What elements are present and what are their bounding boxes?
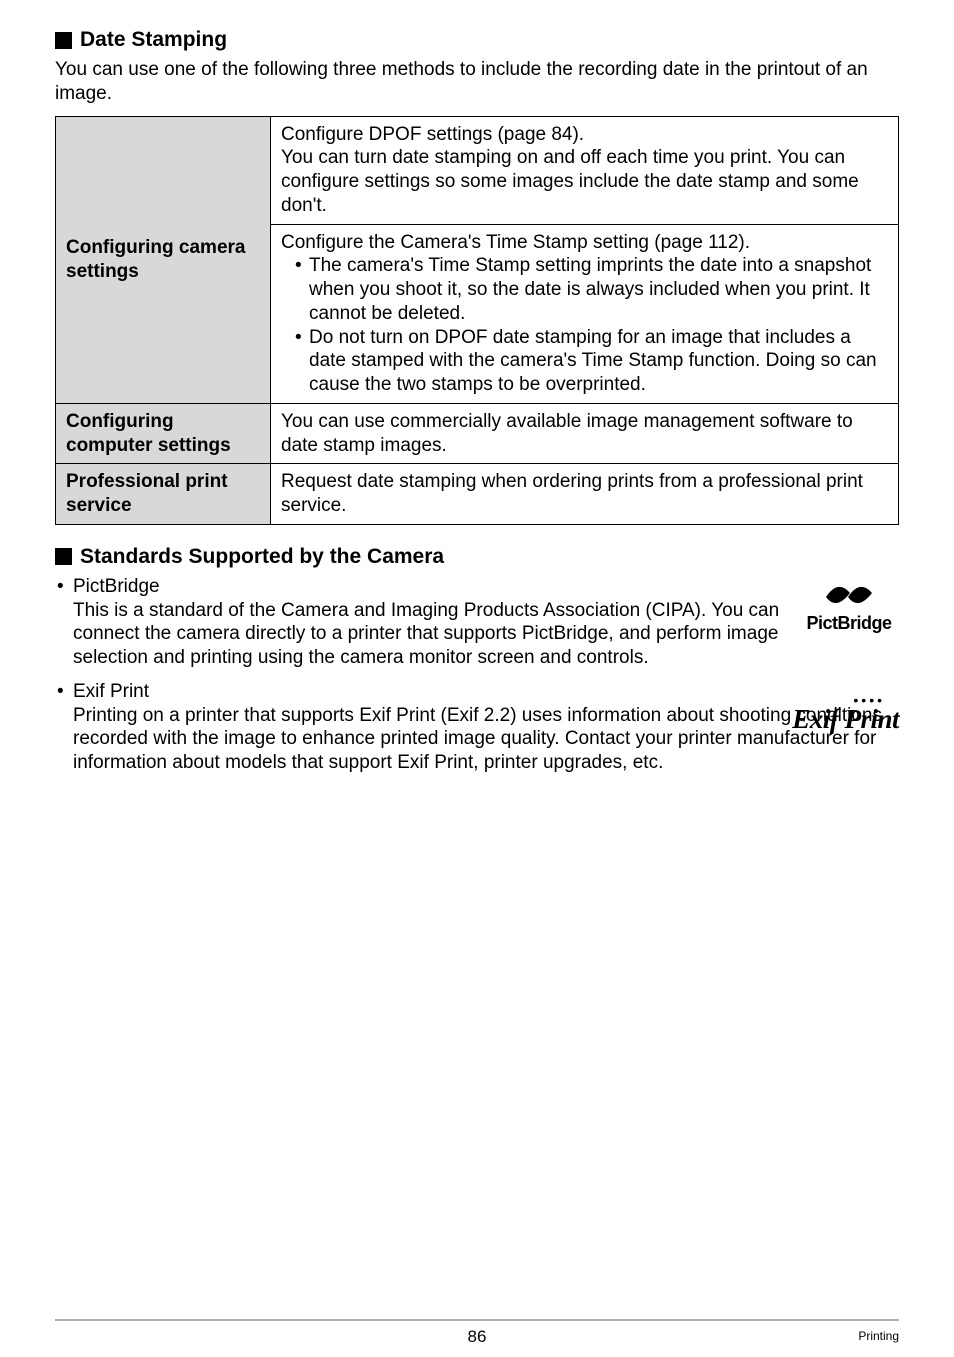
footer-section-name: Printing [858, 1329, 899, 1343]
page-footer: 86 Printing [55, 1319, 899, 1327]
list-item: PictBridge This is a standard of the Cam… [55, 575, 899, 670]
row-label: Professional print service [56, 464, 271, 525]
cell-lead: Configure the Camera's Time Stamp settin… [281, 232, 750, 253]
list-item: Exif Print Printing on a printer that su… [55, 680, 899, 775]
section-title: Date Stamping [80, 28, 227, 52]
standards-block: PictBridge •••• Exif Print PictBridge Th… [55, 575, 899, 775]
bullet-square-icon [55, 32, 72, 49]
bullet-square-icon [55, 548, 72, 565]
item-desc: This is a standard of the Camera and Ima… [73, 599, 793, 670]
table-row: Configuring computer settings You can us… [56, 403, 899, 464]
row-label: Configuring computer settings [56, 403, 271, 464]
table-row: Professional print service Request date … [56, 464, 899, 525]
intro-text: You can use one of the following three m… [55, 58, 899, 106]
row-cell: Configure DPOF settings (page 84). You c… [271, 116, 899, 224]
bullet-item: Do not turn on DPOF date stamping for an… [295, 326, 888, 397]
page-number: 86 [468, 1327, 487, 1347]
row-cell: Configure the Camera's Time Stamp settin… [271, 224, 899, 403]
item-name: PictBridge [73, 576, 160, 597]
settings-table: Configuring camera settings Configure DP… [55, 116, 899, 525]
table-row: Configuring camera settings Configure DP… [56, 116, 899, 224]
section-title: Standards Supported by the Camera [80, 545, 444, 569]
row-cell: Request date stamping when ordering prin… [271, 464, 899, 525]
cell-bullets: The camera's Time Stamp setting imprints… [281, 254, 888, 397]
row-cell: You can use commercially available image… [271, 403, 899, 464]
item-desc: Printing on a printer that supports Exif… [73, 704, 899, 775]
item-name: Exif Print [73, 681, 149, 702]
section-heading-standards: Standards Supported by the Camera [55, 545, 899, 569]
section-heading-date-stamping: Date Stamping [55, 28, 899, 52]
standards-list: PictBridge This is a standard of the Cam… [55, 575, 899, 775]
bullet-item: The camera's Time Stamp setting imprints… [295, 254, 888, 325]
row-label: Configuring camera settings [56, 116, 271, 403]
